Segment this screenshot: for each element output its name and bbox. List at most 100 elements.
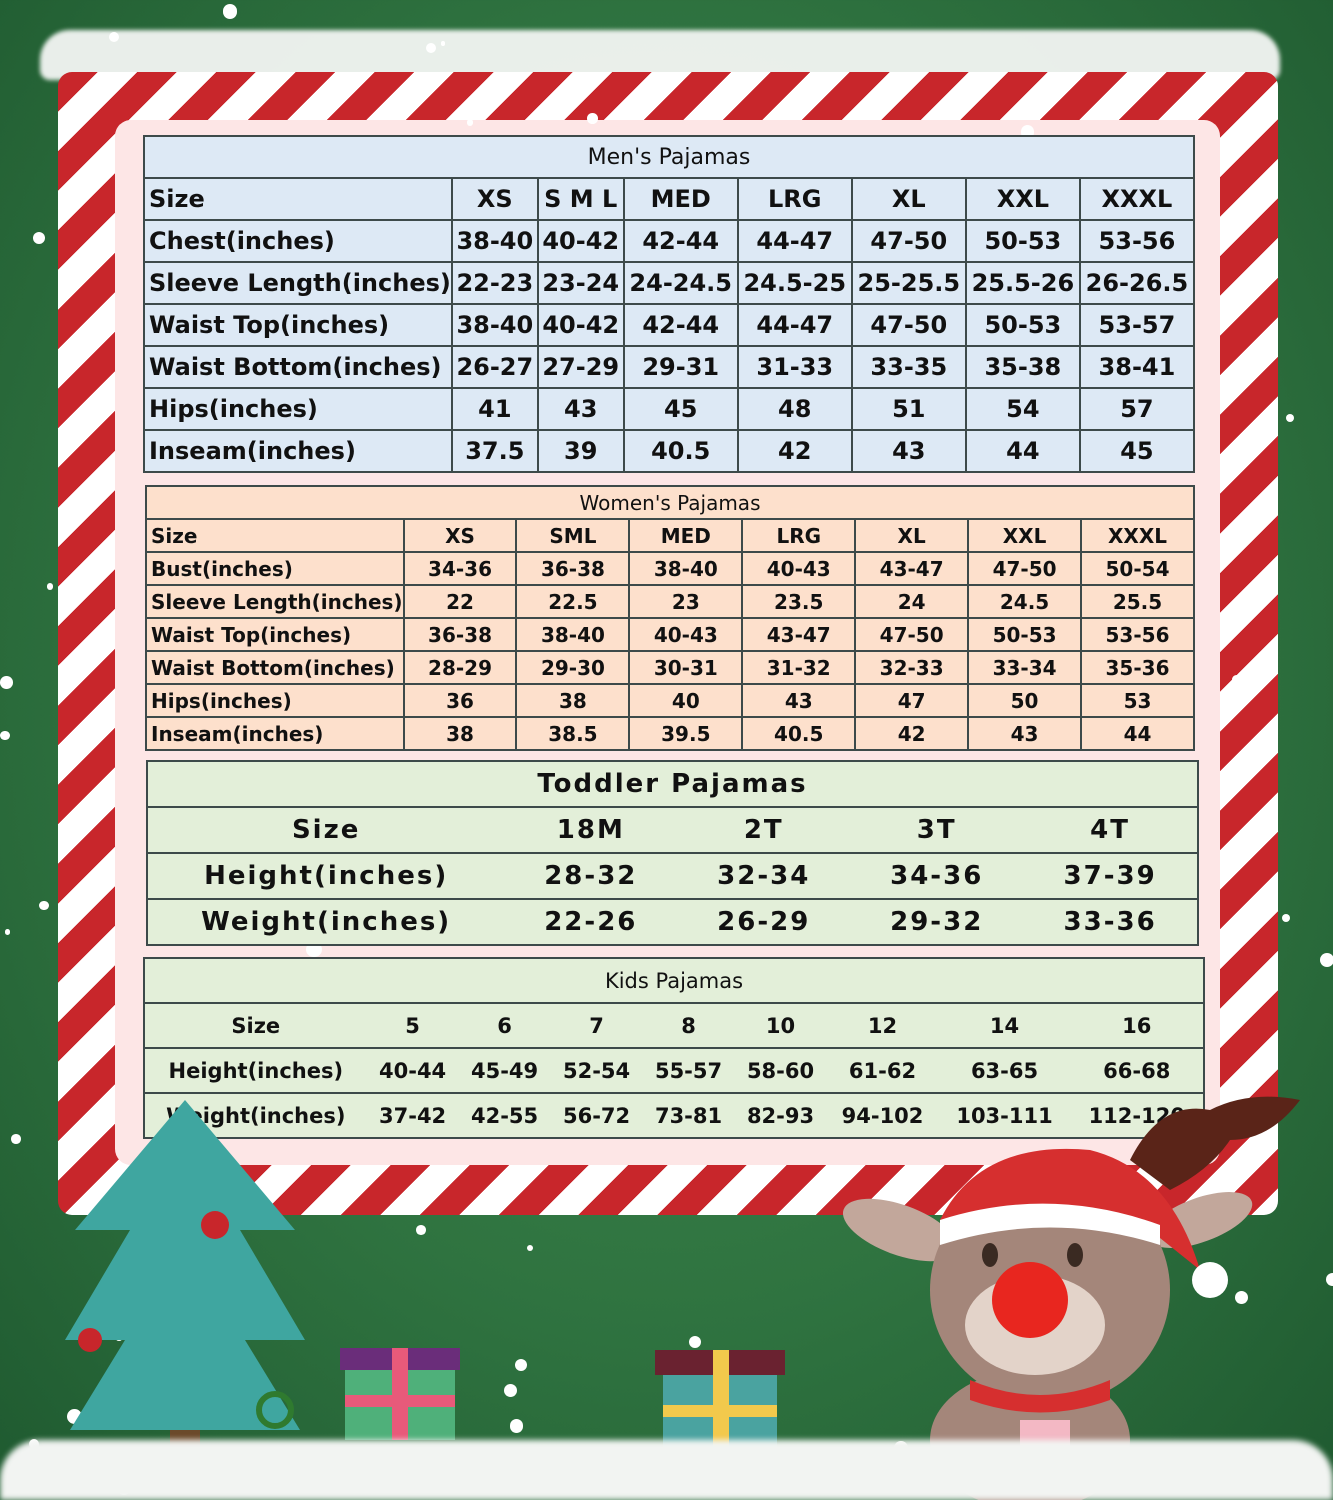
snowflake [39, 900, 49, 910]
row-label: Hips(inches) [143, 387, 453, 431]
size-value-cell: 40 [628, 683, 744, 718]
size-value-cell: 25.5 [1080, 584, 1195, 619]
size-value-cell: 33-34 [967, 650, 1082, 685]
size-value-cell: 2T [677, 806, 851, 854]
size-value-cell: 38-40 [628, 551, 744, 586]
snowflake [1232, 674, 1242, 685]
size-value-cell: 38-40 [450, 303, 539, 347]
size-value-cell: LRG [736, 177, 853, 221]
size-value-cell: 44 [1080, 716, 1195, 751]
size-value-cell: 45 [1078, 429, 1196, 473]
gift-box-pink [340, 1348, 460, 1440]
table-row: Height(inches) 28-32 32-34 34-36 37-39 [145, 852, 1199, 900]
size-value-cell: 50-54 [1080, 551, 1195, 586]
snowflake [1281, 913, 1290, 922]
size-value-cell: 44 [964, 429, 1081, 473]
size-value-cell: 36-38 [515, 551, 631, 586]
row-label: Size [143, 177, 453, 221]
snowflake [426, 43, 437, 54]
size-value-cell: 43 [741, 683, 857, 718]
size-value-cell: 22-26 [504, 898, 678, 946]
size-value-cell: 34-36 [402, 551, 518, 586]
size-value-cell: 3T [850, 806, 1024, 854]
size-value-cell: 47-50 [854, 617, 970, 652]
size-value-cell: 43 [536, 387, 625, 431]
table-header-row: Size XS SML MED LRG XL XXL XXXL [145, 518, 1195, 553]
size-value-cell: 34-36 [850, 852, 1024, 900]
size-value-cell: 31-32 [741, 650, 857, 685]
size-value-cell: 42-44 [622, 219, 739, 263]
size-value-cell: XXL [964, 177, 1081, 221]
size-value-cell: 23 [628, 584, 744, 619]
size-value-cell: 27-29 [536, 345, 625, 389]
size-value-cell: 56-72 [550, 1092, 643, 1139]
size-value-cell: 38-41 [1078, 345, 1196, 389]
size-value-cell: 53 [1080, 683, 1195, 718]
table-title-row: Toddler Pajamas [146, 760, 1199, 808]
size-value-cell: 50 [967, 683, 1082, 718]
size-value-cell: 31-33 [736, 345, 853, 389]
table-title: Men's Pajamas [143, 135, 1195, 179]
snowflake [32, 231, 45, 245]
size-value-cell: 18M [504, 806, 678, 854]
size-value-cell: 73-81 [642, 1092, 735, 1139]
size-value-cell: 43 [850, 429, 967, 473]
size-value-cell: 32-34 [677, 852, 851, 900]
snowflake [503, 1383, 517, 1397]
size-value-cell: 22 [402, 584, 518, 619]
size-value-cell: 50-53 [964, 303, 1081, 347]
size-value-cell: 26-29 [677, 898, 851, 946]
size-value-cell: 37-42 [366, 1092, 459, 1139]
size-value-cell: 50-53 [964, 219, 1081, 263]
size-value-cell: 28-32 [504, 852, 678, 900]
size-value-cell: 36-38 [402, 617, 518, 652]
table-row: Waist Bottom(inches) 26-27 27-29 29-31 31-33… [143, 345, 1196, 389]
table-header-row: Size 5 6 7 8 10 12 14 16 [143, 1002, 1206, 1049]
size-value-cell: 38 [515, 683, 631, 718]
row-label: Waist Bottom(inches) [145, 650, 405, 685]
size-value-cell: 47 [854, 683, 970, 718]
size-value-cell: 42-44 [622, 303, 739, 347]
snowflake [586, 113, 598, 124]
table-row: Inseam(inches) 37.5 39 40.5 42 43 44 45 [143, 429, 1196, 473]
size-value-cell: 43 [967, 716, 1082, 751]
size-value-cell: 29-32 [850, 898, 1024, 946]
size-value-cell: 22.5 [515, 584, 631, 619]
size-value-cell: 32-33 [854, 650, 970, 685]
size-value-cell: XXL [967, 518, 1082, 553]
size-value-cell: 33-36 [1023, 898, 1199, 946]
size-value-cell: 30-31 [628, 650, 744, 685]
table-title: Kids Pajamas [143, 957, 1205, 1004]
size-value-cell: 43-47 [854, 551, 970, 586]
size-value-cell: SML [515, 518, 631, 553]
size-value-cell: LRG [741, 518, 857, 553]
row-label: Hips(inches) [145, 683, 405, 718]
snow-bank-top [40, 30, 1280, 80]
table-row: Weight(inches) 22-26 26-29 29-32 33-36 [145, 898, 1199, 946]
row-label: Waist Top(inches) [145, 617, 405, 652]
size-value-cell: 28-29 [402, 650, 518, 685]
size-value-cell: 53-57 [1078, 303, 1196, 347]
snowflake [440, 41, 446, 46]
size-value-cell: 47-50 [850, 219, 967, 263]
table-row: Bust(inches) 34-36 36-38 38-40 40-43 43-47 47-… [145, 551, 1195, 586]
size-value-cell: 38-40 [515, 617, 631, 652]
row-label: Sleeve Length(inches) [143, 261, 453, 305]
size-value-cell: 33-35 [850, 345, 967, 389]
size-value-cell: 45-49 [458, 1047, 551, 1094]
size-value-cell: 40-43 [628, 617, 744, 652]
table-row: Sleeve Length(inches) 22 22.5 23 23.5 24 24.5 2… [145, 584, 1195, 619]
size-value-cell: 54 [964, 387, 1081, 431]
table-row: Sleeve Length(inches) 22-23 23-24 24-24.5 24… [143, 261, 1196, 305]
size-value-cell: 57 [1078, 387, 1196, 431]
size-value-cell: MED [628, 518, 744, 553]
size-value-cell: 6 [458, 1002, 551, 1049]
snowflake [222, 4, 237, 19]
snowflake [1326, 1272, 1333, 1286]
size-value-cell: 25.5-26 [964, 261, 1081, 305]
size-value-cell: S M L [536, 177, 625, 221]
table-title-row: Kids Pajamas [143, 957, 1205, 1004]
size-value-cell: 38 [402, 716, 518, 751]
size-value-cell: 39.5 [628, 716, 744, 751]
size-value-cell: 42 [854, 716, 970, 751]
